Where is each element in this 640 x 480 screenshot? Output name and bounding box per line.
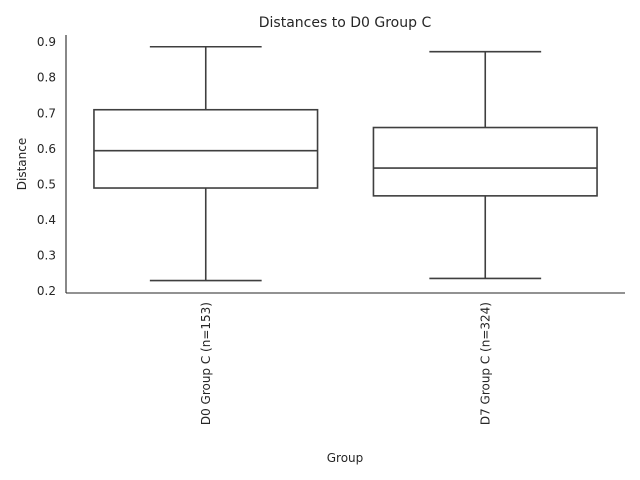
y-tick-label: 0.5 [37,177,56,191]
x-ticks: D0 Group C (n=153) D7 Group C (n=324) [199,302,493,425]
x-tick-label: D0 Group C (n=153) [199,302,213,425]
y-tick-label: 0.9 [37,35,56,49]
box-iqr [372,126,598,197]
y-tick-label: 0.3 [37,249,56,263]
box-iqr [93,108,319,189]
x-tick-label: D7 Group C (n=324) [478,302,492,425]
y-tick-label: 0.8 [37,71,56,85]
x-axis-label: Group [327,451,364,465]
y-tick-label: 0.6 [37,142,56,156]
y-tick-label: 0.4 [37,213,56,227]
axes [65,35,625,294]
box-group [372,50,598,280]
y-tick-label: 0.7 [37,106,56,120]
y-axis-label: Distance [15,138,29,190]
chart-title: Distances to D0 Group C [259,15,432,31]
boxes [93,45,598,282]
box-group [93,45,319,282]
y-ticks: 0.2 0.3 0.4 0.5 0.6 0.7 0.8 0.9 [37,35,56,298]
y-tick-label: 0.2 [37,284,56,298]
